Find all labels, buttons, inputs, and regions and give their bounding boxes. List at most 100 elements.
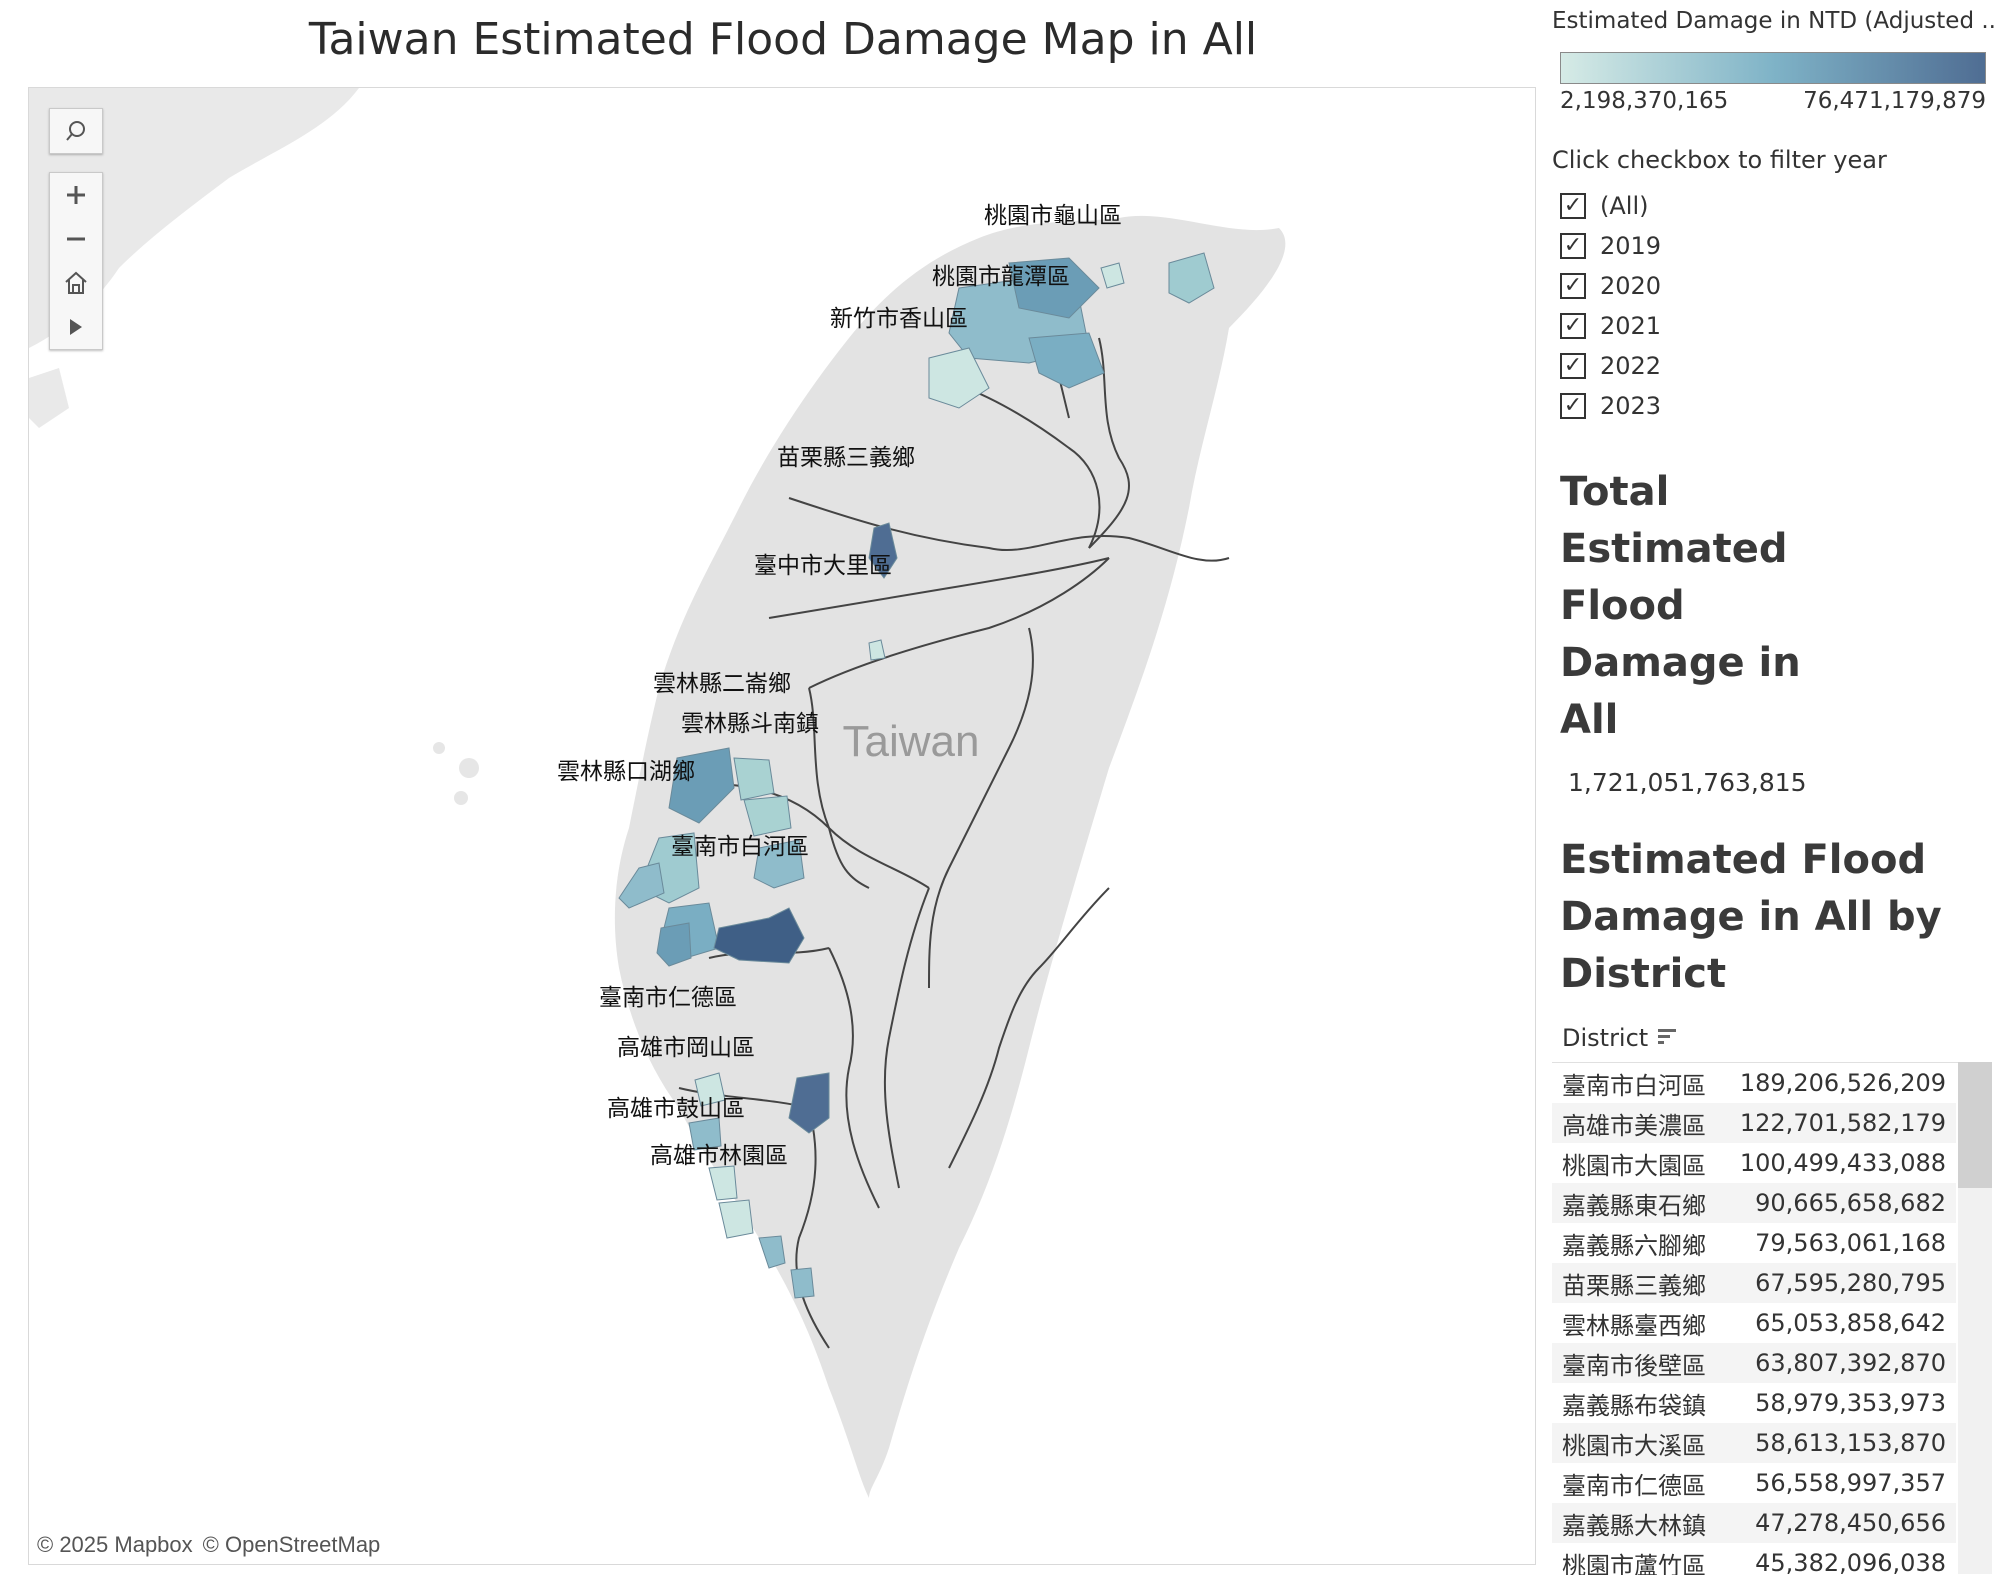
value-cell: 58,979,353,973 <box>1755 1389 1946 1417</box>
checkbox[interactable]: ✓ <box>1560 393 1586 419</box>
filter-item-all[interactable]: ✓(All) <box>1560 186 1661 226</box>
district-cell: 嘉義縣六腳鄉 <box>1562 1226 1706 1261</box>
table-row[interactable]: 嘉義縣六腳鄉 79,563,061,168 <box>1552 1223 1956 1263</box>
legend-min-value: 2,198,370,165 <box>1560 88 1728 114</box>
district-cell: 高雄市美濃區 <box>1562 1106 1706 1141</box>
zoom-controls <box>49 172 103 350</box>
penghu-island <box>454 791 468 805</box>
search-control[interactable] <box>49 108 103 154</box>
district-yunlin-a[interactable] <box>734 758 774 800</box>
district-cell: 桃園市大溪區 <box>1562 1426 1706 1461</box>
district-column-header[interactable]: District <box>1562 1024 1648 1052</box>
china-coast-islands <box>29 368 69 428</box>
checkbox[interactable]: ✓ <box>1560 313 1586 339</box>
osm-attribution[interactable]: © OpenStreetMap <box>203 1532 381 1557</box>
district-kaohsiung-c[interactable] <box>719 1200 753 1238</box>
zoom-out-icon[interactable] <box>50 217 102 261</box>
district-cell: 桃園市大園區 <box>1562 1146 1706 1181</box>
value-cell: 58,613,153,870 <box>1755 1429 1946 1457</box>
district-label: 新竹市香山區 <box>830 306 968 332</box>
district-label: 雲林縣斗南鎮 <box>681 711 819 737</box>
district-cell: 臺南市仁德區 <box>1562 1466 1706 1501</box>
district-cell: 嘉義縣東石鄉 <box>1562 1186 1706 1221</box>
district-label: 臺南市白河區 <box>671 834 809 860</box>
value-cell: 67,595,280,795 <box>1755 1269 1946 1297</box>
table-row[interactable]: 嘉義縣布袋鎮 58,979,353,973 <box>1552 1383 1956 1423</box>
table-row[interactable]: 嘉義縣東石鄉 90,665,658,682 <box>1552 1183 1956 1223</box>
taiwan-map[interactable]: Taiwan 桃園市龜山區 桃園市龍潭區 新竹市香山區 苗栗縣三義鄉 臺中市大里… <box>29 88 1535 1564</box>
sort-icon[interactable] <box>1658 1024 1678 1052</box>
value-cell: 65,053,858,642 <box>1755 1309 1946 1337</box>
value-cell: 63,807,392,870 <box>1755 1349 1946 1377</box>
country-label: Taiwan <box>843 717 980 766</box>
district-kaohsiung-linyuan[interactable] <box>759 1236 785 1268</box>
district-cell: 臺南市白河區 <box>1562 1066 1706 1101</box>
legend-title: Estimated Damage in NTD (Adjusted ... <box>1552 8 1998 34</box>
home-icon[interactable] <box>50 261 102 305</box>
district-cell: 嘉義縣布袋鎮 <box>1562 1386 1706 1421</box>
search-icon[interactable] <box>50 109 102 153</box>
total-title: Total Estimated Flood Damage in All <box>1560 464 1860 749</box>
district-label: 高雄市岡山區 <box>617 1035 755 1061</box>
value-cell: 100,499,433,088 <box>1740 1149 1946 1177</box>
table-row[interactable]: 雲林縣臺西鄉 65,053,858,642 <box>1552 1303 1956 1343</box>
district-label: 臺中市大里區 <box>754 553 892 579</box>
value-cell: 122,701,582,179 <box>1740 1109 1946 1137</box>
year-filter: ✓(All) ✓2019 ✓ 2020 ✓ 2021 ✓ 2022 ✓ 2023 <box>1560 186 1661 426</box>
filter-item-2022[interactable]: ✓ 2022 <box>1560 346 1661 386</box>
map-view[interactable]: Taiwan 桃園市龜山區 桃園市龍潭區 新竹市香山區 苗栗縣三義鄉 臺中市大里… <box>28 87 1536 1565</box>
checkbox[interactable]: ✓ <box>1560 193 1586 219</box>
filter-label: 2023 <box>1600 392 1661 420</box>
legend-max-value: 76,471,179,879 <box>1803 88 1986 114</box>
checkbox[interactable]: ✓ <box>1560 273 1586 299</box>
filter-item-2023[interactable]: ✓ 2023 <box>1560 386 1661 426</box>
district-pingtung[interactable] <box>791 1268 814 1298</box>
table-row[interactable]: 臺南市後壁區 63,807,392,870 <box>1552 1343 1956 1383</box>
penghu-island <box>433 742 445 754</box>
table-scrollbar-thumb[interactable] <box>1958 1062 1992 1188</box>
zoom-in-icon[interactable] <box>50 173 102 217</box>
filter-label: 2021 <box>1600 312 1661 340</box>
district-label: 雲林縣口湖鄉 <box>557 759 695 785</box>
checkbox[interactable]: ✓ <box>1560 353 1586 379</box>
color-legend-ramp <box>1560 52 1986 84</box>
district-label: 桃園市龜山區 <box>984 203 1122 229</box>
map-attribution: © 2025 Mapbox © OpenStreetMap <box>37 1532 390 1558</box>
value-cell: 79,563,061,168 <box>1755 1229 1946 1257</box>
district-cell: 臺南市後壁區 <box>1562 1346 1706 1381</box>
mapbox-attribution[interactable]: © 2025 Mapbox <box>37 1532 193 1557</box>
map-controls <box>49 108 103 350</box>
play-icon[interactable] <box>50 305 102 349</box>
district-label: 苗栗縣三義鄉 <box>777 445 915 471</box>
district-cell: 雲林縣臺西鄉 <box>1562 1306 1706 1341</box>
district-label: 桃園市龍潭區 <box>932 264 1070 290</box>
filter-item-2021[interactable]: ✓ 2021 <box>1560 306 1661 346</box>
total-value: 1,721,051,763,815 <box>1568 768 1807 797</box>
district-kaohsiung-gushan[interactable] <box>709 1166 737 1200</box>
filter-item-2019[interactable]: ✓2019 <box>1560 226 1661 266</box>
filter-item-2020[interactable]: ✓ 2020 <box>1560 266 1661 306</box>
district-label: 臺南市仁德區 <box>599 985 737 1011</box>
filter-label: 2020 <box>1600 272 1661 300</box>
checkbox[interactable]: ✓ <box>1560 233 1586 259</box>
district-label: 高雄市鼓山區 <box>607 1096 745 1122</box>
value-cell: 47,278,450,656 <box>1755 1509 1946 1537</box>
penghu-island <box>459 758 479 778</box>
table-row[interactable]: 高雄市美濃區 122,701,582,179 <box>1552 1103 1956 1143</box>
district-cell: 桃園市蘆竹區 <box>1562 1546 1706 1575</box>
district-table-title: Estimated Flood Damage in All by Distric… <box>1560 832 1990 1003</box>
district-label: 高雄市林園區 <box>650 1143 788 1169</box>
table-row[interactable]: 桃園市大園區 100,499,433,088 <box>1552 1143 1956 1183</box>
page-title: Taiwan Estimated Flood Damage Map in All <box>28 14 1538 65</box>
table-header[interactable]: District <box>1562 1024 1678 1052</box>
filter-label: 2022 <box>1600 352 1661 380</box>
value-cell: 90,665,658,682 <box>1755 1189 1946 1217</box>
district-label: 雲林縣二崙鄉 <box>653 671 791 697</box>
table-row[interactable]: 桃園市大溪區 58,613,153,870 <box>1552 1423 1956 1463</box>
